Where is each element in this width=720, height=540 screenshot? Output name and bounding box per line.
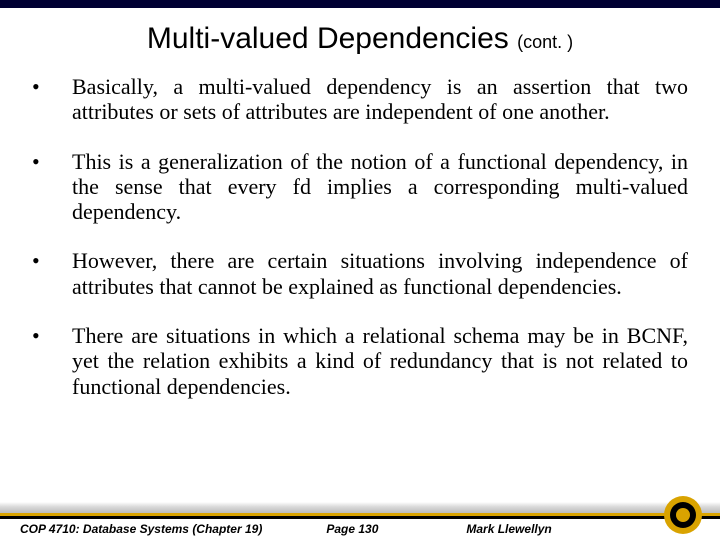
bullet-text: However, there are certain situations in… — [72, 248, 688, 299]
logo-center — [676, 508, 690, 522]
bullet-marker: • — [32, 74, 72, 99]
footer-course: COP 4710: Database Systems (Chapter 19) — [20, 522, 262, 536]
footer-spacer — [378, 522, 466, 536]
bullet-item: • There are situations in which a relati… — [32, 323, 688, 399]
bullet-text: Basically, a multi-valued dependency is … — [72, 74, 688, 125]
footer-author: Mark Llewellyn — [466, 522, 551, 536]
bullet-item: • Basically, a multi-valued dependency i… — [32, 74, 688, 125]
footer: COP 4710: Database Systems (Chapter 19) … — [0, 496, 720, 540]
top-accent-bar — [0, 0, 720, 8]
footer-spacer — [262, 522, 326, 536]
bullet-text: This is a generalization of the notion o… — [72, 149, 688, 225]
bullet-marker: • — [32, 248, 72, 273]
bullet-marker: • — [32, 149, 72, 174]
slide-title: Multi-valued Dependencies (cont. ) — [0, 22, 720, 56]
bullet-item: • This is a generalization of the notion… — [32, 149, 688, 225]
ucf-logo-icon — [664, 496, 702, 534]
bullet-item: • However, there are certain situations … — [32, 248, 688, 299]
slide-content: • Basically, a multi-valued dependency i… — [32, 74, 688, 423]
title-continuation: (cont. ) — [517, 32, 573, 52]
footer-page: Page 130 — [326, 522, 378, 536]
slide: Multi-valued Dependencies (cont. ) • Bas… — [0, 0, 720, 540]
bullet-text: There are situations in which a relation… — [72, 323, 688, 399]
bullet-marker: • — [32, 323, 72, 348]
footer-text-row: COP 4710: Database Systems (Chapter 19) … — [20, 522, 640, 536]
title-main: Multi-valued Dependencies — [147, 22, 517, 55]
